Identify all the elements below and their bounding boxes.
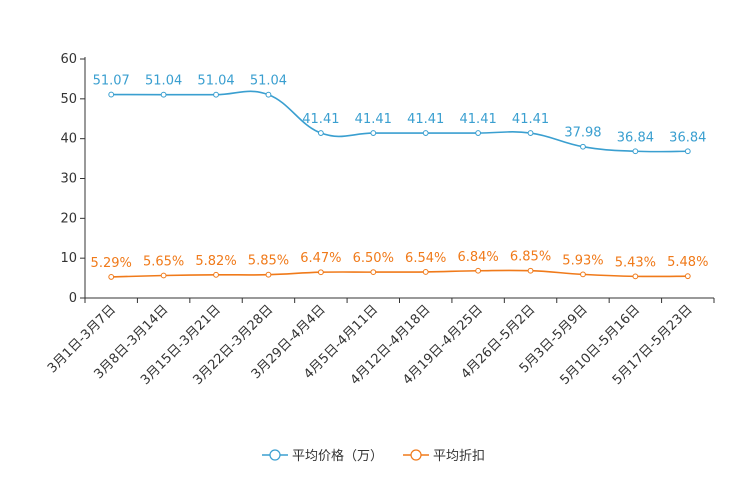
y-tick-label: 20 xyxy=(60,211,77,226)
series-points xyxy=(108,91,691,280)
series-labels: 51.07 51.04 51.04 51.04 41.41 41.41 41.41 41.41… xyxy=(91,74,709,271)
data-point[interactable] xyxy=(422,269,429,275)
data-label: 41.41 xyxy=(302,112,339,127)
y-tick-label: 30 xyxy=(60,172,77,187)
data-point[interactable] xyxy=(265,271,272,278)
data-label: 5.43% xyxy=(615,255,656,270)
data-label: 51.04 xyxy=(250,74,287,89)
data-label: 41.41 xyxy=(512,112,549,127)
data-point[interactable] xyxy=(160,272,167,279)
data-point[interactable] xyxy=(684,148,691,155)
legend-label[interactable]: 平均折扣 xyxy=(433,449,485,464)
y-tick-label: 60 xyxy=(60,52,77,67)
data-point[interactable] xyxy=(632,273,639,280)
y-tick-label: 10 xyxy=(60,251,77,266)
data-point[interactable] xyxy=(108,274,115,280)
data-point[interactable] xyxy=(580,271,586,278)
data-label: 5.93% xyxy=(562,253,603,268)
data-point[interactable] xyxy=(213,91,219,98)
series-lines xyxy=(111,90,688,278)
data-point[interactable] xyxy=(317,130,324,136)
data-point[interactable] xyxy=(108,91,115,98)
data-point[interactable] xyxy=(684,273,691,280)
data-point[interactable] xyxy=(580,143,586,150)
data-point[interactable] xyxy=(265,91,272,98)
data-label: 51.04 xyxy=(145,74,182,89)
data-label: 36.84 xyxy=(669,130,706,145)
data-point[interactable] xyxy=(317,269,324,276)
data-label: 6.50% xyxy=(353,251,394,266)
data-label: 51.07 xyxy=(93,74,130,89)
data-point[interactable] xyxy=(527,267,534,274)
data-label: 41.41 xyxy=(460,112,497,127)
data-label: 6.85% xyxy=(510,250,551,265)
data-point[interactable] xyxy=(370,269,377,276)
data-point[interactable] xyxy=(527,130,534,136)
data-point[interactable] xyxy=(475,267,482,274)
y-tick-label: 0 xyxy=(69,291,77,306)
data-label: 6.84% xyxy=(457,250,498,265)
data-point[interactable] xyxy=(370,130,377,136)
data-label: 36.84 xyxy=(617,130,654,145)
data-label: 5.29% xyxy=(91,256,132,271)
data-label: 5.65% xyxy=(143,254,184,269)
data-label: 41.41 xyxy=(407,112,444,127)
data-point[interactable] xyxy=(160,91,167,98)
data-label: 5.85% xyxy=(248,254,289,269)
y-tick-label: 40 xyxy=(60,132,77,147)
legend-marker-icon xyxy=(269,449,281,461)
data-point[interactable] xyxy=(475,130,482,136)
data-label: 51.04 xyxy=(197,74,234,89)
data-label: 6.54% xyxy=(405,251,446,266)
legend-marker-icon xyxy=(410,449,422,461)
data-label: 5.48% xyxy=(667,255,708,270)
data-point[interactable] xyxy=(632,148,639,155)
data-label: 41.41 xyxy=(355,112,392,127)
series-line-0 xyxy=(111,90,688,153)
legend-label[interactable]: 平均价格（万） xyxy=(292,448,383,464)
series-line-1 xyxy=(111,269,688,278)
data-point[interactable] xyxy=(213,271,219,278)
data-point[interactable] xyxy=(422,130,429,136)
y-tick-label: 50 xyxy=(60,92,77,107)
legend: 平均价格（万） 平均折扣 xyxy=(262,448,485,464)
data-label: 5.82% xyxy=(195,254,236,269)
axes: 01020304050603月1日-3月7日3月8日-3月14日3月15日-3月… xyxy=(45,52,715,388)
data-label: 37.98 xyxy=(564,126,601,141)
data-label: 6.47% xyxy=(300,251,341,266)
